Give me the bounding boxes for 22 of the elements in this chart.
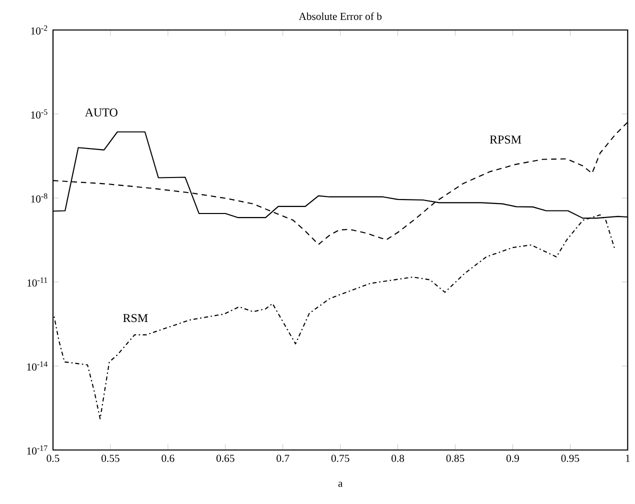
y-tick-label: 10$^{-17}$ (27, 445, 48, 455)
series-label: AUTO (84, 108, 118, 117)
x-tick-label: 0.65 (216, 454, 234, 462)
x-tick-label: 0.5 (46, 454, 60, 462)
y-tick-label: 10$^{-8}$ (31, 193, 48, 203)
chart-title: Absolute Error of b (298, 12, 382, 20)
y-tick-label: 10$^{-14}$ (27, 361, 48, 371)
y-tick-label: 10$^{-2}$ (31, 25, 48, 35)
x-tick-label: 0.95 (561, 454, 580, 462)
x-tick-label: 0.8 (392, 454, 404, 462)
series-label: RPSM (490, 136, 522, 144)
x-tick-label: 0.85 (446, 454, 464, 462)
x-tick-label: 0.75 (331, 454, 350, 462)
x-tick-label: 0.9 (506, 454, 519, 462)
x-tick-label: 1 (626, 454, 630, 462)
y-tick-label: 10$^{-5}$ (31, 109, 48, 119)
x-tick-label: 0.7 (276, 454, 290, 462)
x-tick-label: 0.6 (162, 454, 174, 462)
series-label: RSM (123, 314, 148, 322)
y-tick-label: 10$^{-11}$ (28, 277, 48, 287)
x-tick-label: 0.55 (102, 454, 120, 462)
x-axis-title: a (338, 482, 343, 487)
